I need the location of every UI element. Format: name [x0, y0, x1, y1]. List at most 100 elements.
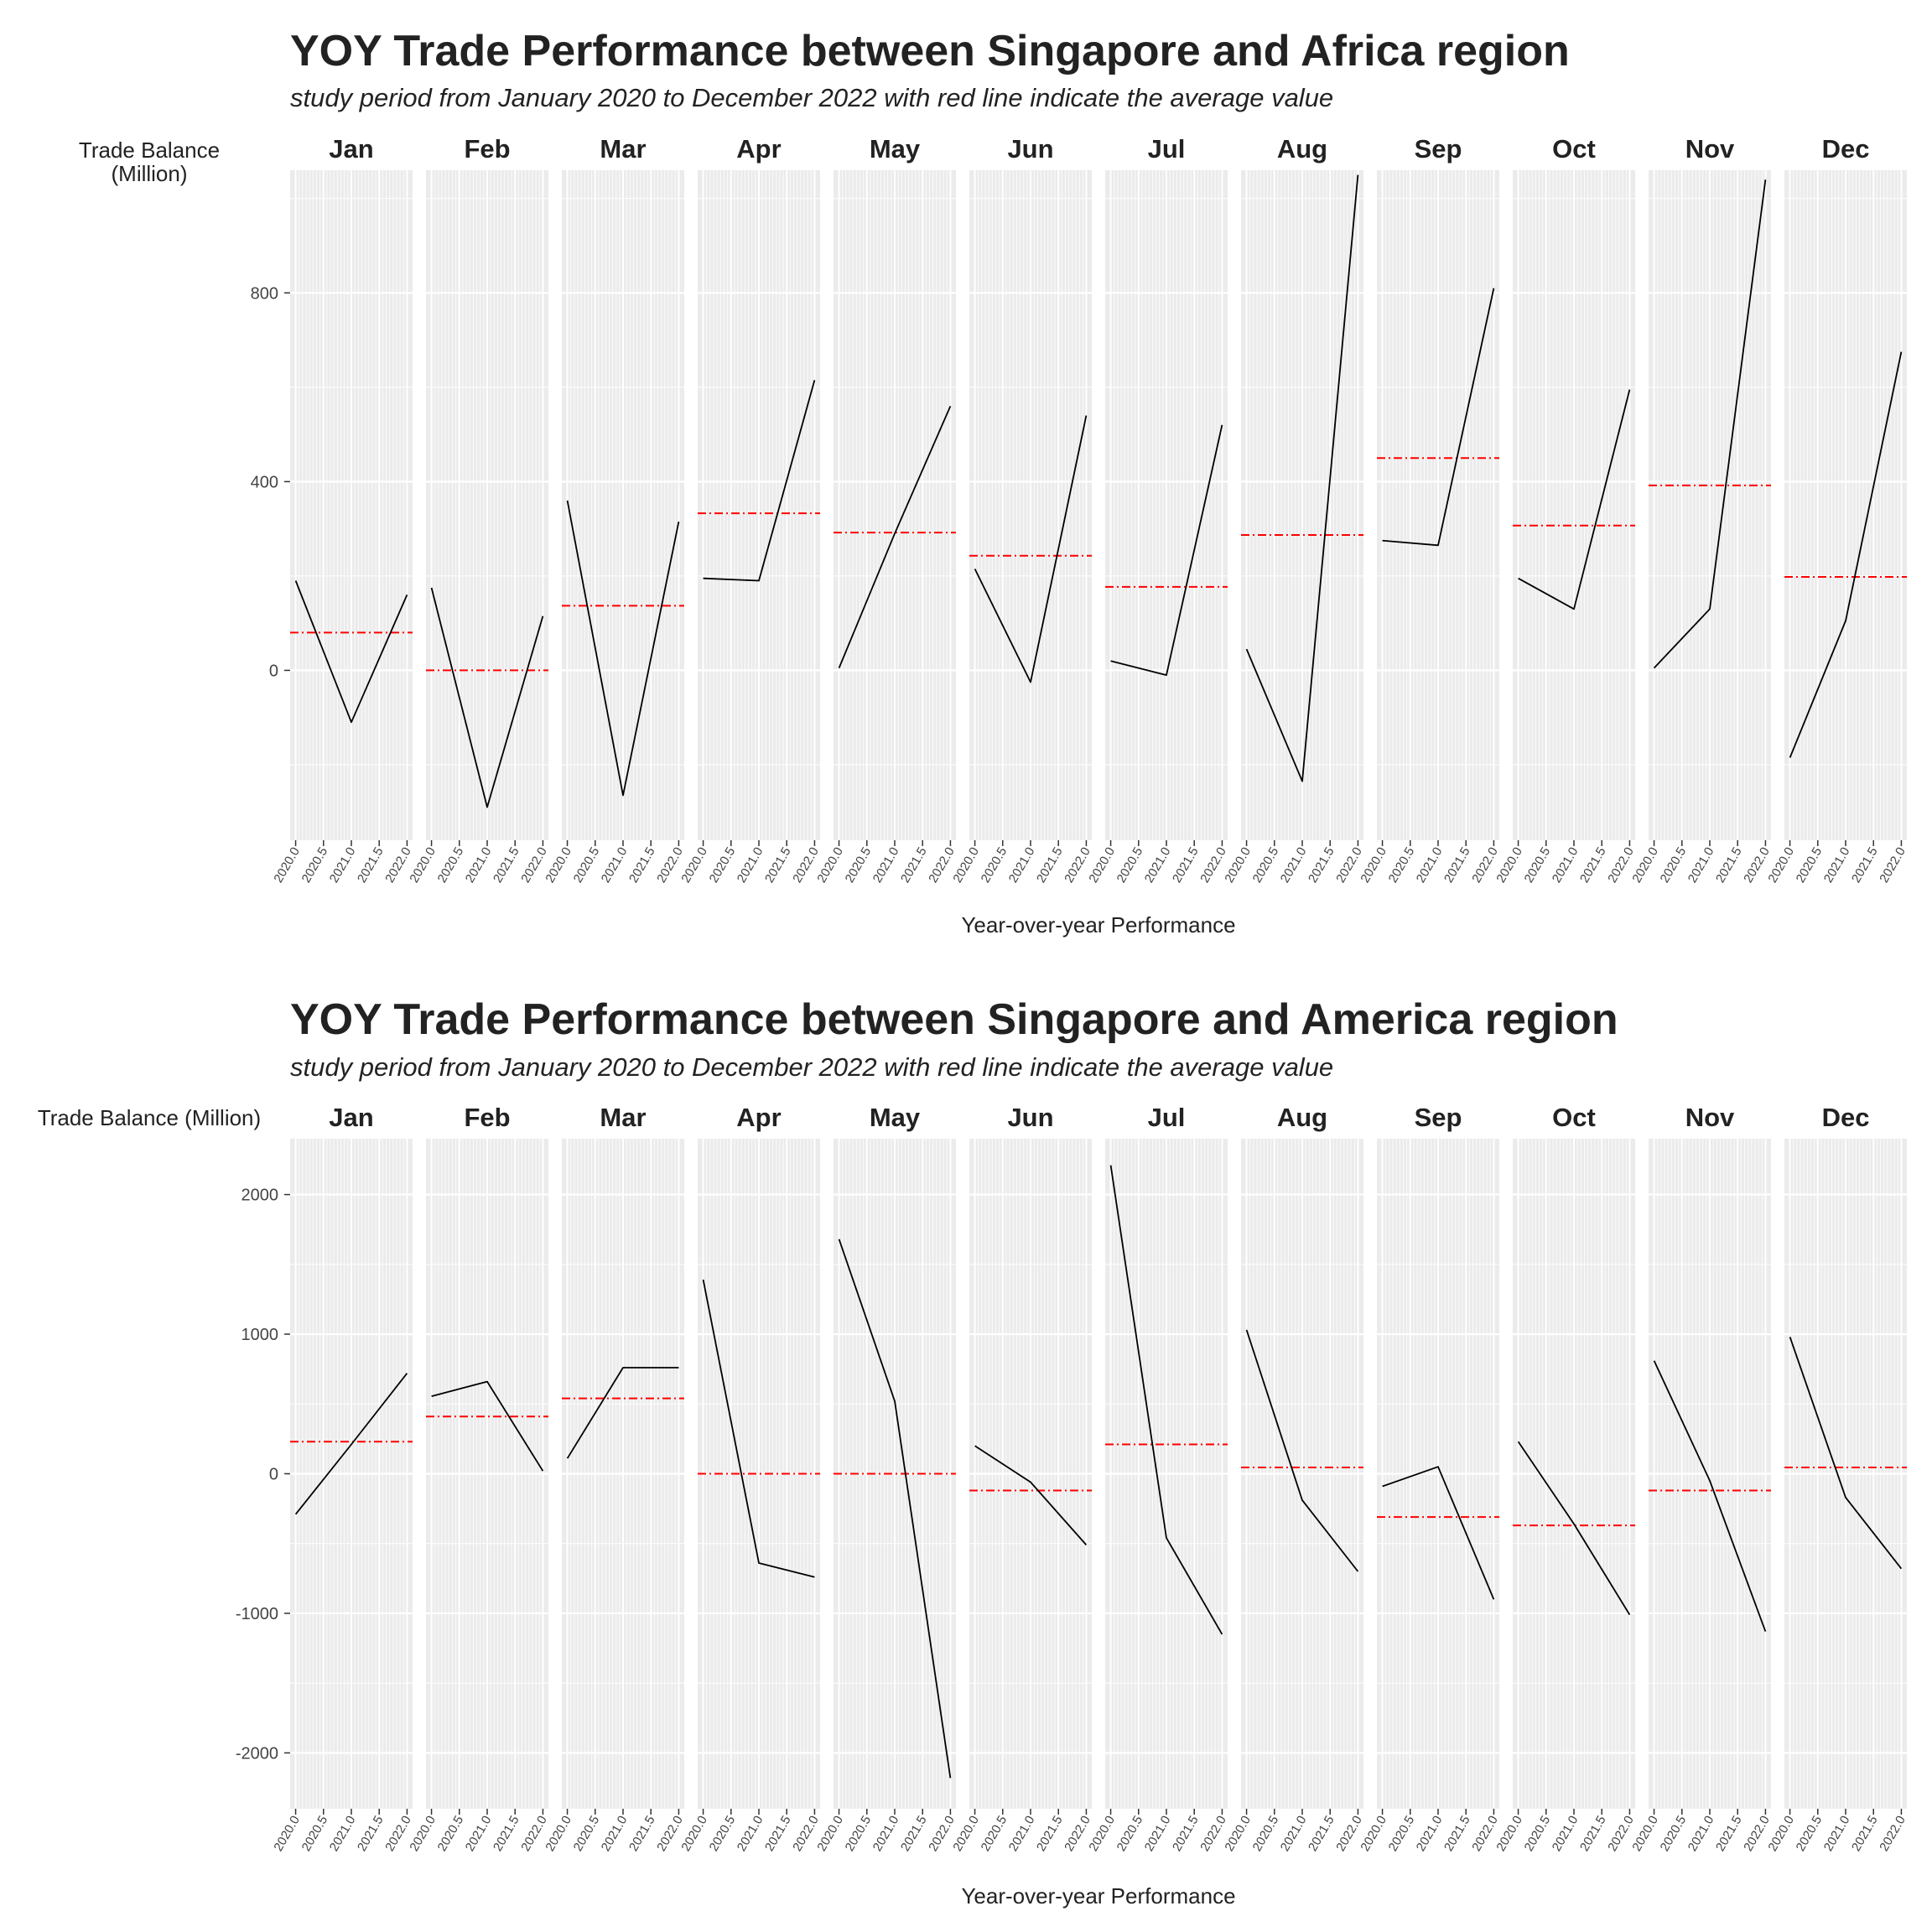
facet-strip-label: Dec	[1822, 1103, 1870, 1132]
x-tick-label: 2020.5	[1658, 845, 1690, 886]
facet-strip-label: Jun	[1007, 1103, 1053, 1132]
africa-y-tick-label: 0	[269, 662, 278, 680]
x-tick-label: 2020.5	[1794, 845, 1826, 886]
x-tick-label: 2020.5	[1386, 1814, 1418, 1854]
america-y-tick-label: 0	[269, 1466, 278, 1484]
x-tick-label: 2021.0	[1006, 845, 1038, 886]
x-tick-label: 2021.0	[463, 1814, 495, 1854]
x-tick-label: 2020.5	[1386, 845, 1418, 886]
x-tick-label: 2020.5	[299, 1814, 331, 1854]
x-tick-label: 2021.0	[735, 1814, 766, 1854]
x-tick-label: 2021.0	[1821, 845, 1853, 886]
x-tick-label: 2020.5	[1794, 1814, 1826, 1854]
africa-x-axis-label: Year-over-year Performance	[961, 912, 1235, 937]
america-chart-subtitle: study period from January 2020 to Decemb…	[290, 1052, 1333, 1082]
x-tick-label: 2021.5	[1306, 845, 1337, 886]
x-tick-label: 2021.5	[1713, 1814, 1745, 1854]
america-chart: YOY Trade Performance between Singapore …	[38, 995, 1909, 1909]
x-tick-label: 2021.5	[898, 845, 930, 886]
trade-balance-line	[566, 500, 680, 797]
x-tick-label: 2021.0	[599, 845, 631, 886]
facet-strip-label: May	[870, 1103, 921, 1132]
x-tick-label: 2020.0	[271, 1814, 303, 1854]
x-tick-label: 2021.0	[327, 1814, 359, 1854]
x-tick-label: 2020.5	[571, 1814, 603, 1854]
africa-y-axis-label-line2: (Million)	[112, 161, 188, 186]
africa-chart-subtitle: study period from January 2020 to Decemb…	[290, 83, 1333, 112]
trade-balance-line	[838, 405, 952, 668]
america-facet-panels: -2000-1000010002000Jan2020.02020.52021.0…	[236, 1103, 1909, 1854]
x-tick-label: 2020.5	[1522, 1814, 1554, 1854]
facet-strip-label: May	[870, 134, 921, 164]
africa-facet-panels: 0400800Jan2020.02020.52021.02021.52022.0…	[251, 134, 1909, 886]
facet-strip-label: Jun	[1007, 134, 1053, 164]
x-tick-label: 2021.0	[1278, 1814, 1310, 1854]
x-tick-label: 2021.0	[463, 845, 495, 886]
x-tick-label: 2020.5	[979, 845, 1010, 886]
x-tick-label: 2021.0	[1685, 845, 1717, 886]
x-tick-label: 2021.5	[1849, 845, 1881, 886]
x-tick-label: 2021.5	[762, 845, 794, 886]
x-tick-label: 2020.5	[979, 1814, 1010, 1854]
trade-balance-line	[1382, 288, 1495, 547]
x-tick-label: 2021.5	[355, 845, 387, 886]
x-tick-label: 2021.5	[1306, 1814, 1337, 1854]
facet-strip-label: Jan	[329, 134, 373, 164]
trade-balance-line	[974, 415, 1088, 683]
trade-balance-line	[430, 587, 544, 808]
facet-strip-label: Jan	[329, 1103, 373, 1132]
facet-strip-label: Jul	[1148, 134, 1186, 164]
trade-balance-line	[1382, 1466, 1495, 1600]
x-tick-label: 2021.5	[626, 1814, 658, 1854]
facet-strip-label: Dec	[1822, 134, 1870, 164]
trade-balance-line	[838, 1239, 952, 1779]
x-tick-label: 2021.5	[1441, 1814, 1473, 1854]
x-tick-label: 2020.5	[571, 845, 603, 886]
facet-strip-label: Apr	[736, 1103, 781, 1132]
x-tick-label: 2021.5	[1170, 845, 1202, 886]
america-y-tick-label: 1000	[242, 1326, 279, 1344]
x-tick-label: 2021.0	[1278, 845, 1310, 886]
x-tick-label: 2021.0	[1414, 845, 1446, 886]
x-tick-label: 2020.5	[435, 1814, 467, 1854]
africa-chart: YOY Trade Performance between Singapore …	[79, 27, 1909, 937]
trade-balance-line	[294, 580, 408, 724]
x-tick-label: 2020.5	[1658, 1814, 1690, 1854]
trade-balance-line	[1789, 351, 1903, 758]
x-tick-label: 2020.5	[435, 845, 467, 886]
trade-balance-line	[1110, 424, 1223, 676]
x-tick-label: 2021.5	[1441, 845, 1473, 886]
trade-balance-line	[1517, 1441, 1631, 1616]
facet-strip-label: Nov	[1685, 1103, 1735, 1132]
x-tick-label: 2021.5	[1034, 845, 1066, 886]
trade-balance-line	[1653, 1360, 1767, 1632]
facet-strip-label: Aug	[1277, 134, 1327, 164]
x-tick-label: 2021.0	[870, 1814, 902, 1854]
america-y-tick-label: 2000	[242, 1187, 279, 1205]
trade-balance-line	[566, 1367, 679, 1459]
trade-balance-line	[431, 1380, 544, 1472]
x-tick-label: 2021.5	[491, 1814, 522, 1854]
x-tick-label: 2021.0	[1550, 1814, 1581, 1854]
x-tick-label: 2021.5	[1577, 845, 1609, 886]
facet-strip-label: Apr	[736, 134, 781, 164]
x-tick-label: 2021.5	[1849, 1814, 1881, 1854]
trade-balance-line	[1789, 1337, 1903, 1570]
africa-y-tick-label: 400	[251, 473, 278, 491]
america-y-tick-label: -2000	[236, 1744, 278, 1763]
x-tick-label: 2022.0	[1877, 1814, 1909, 1854]
